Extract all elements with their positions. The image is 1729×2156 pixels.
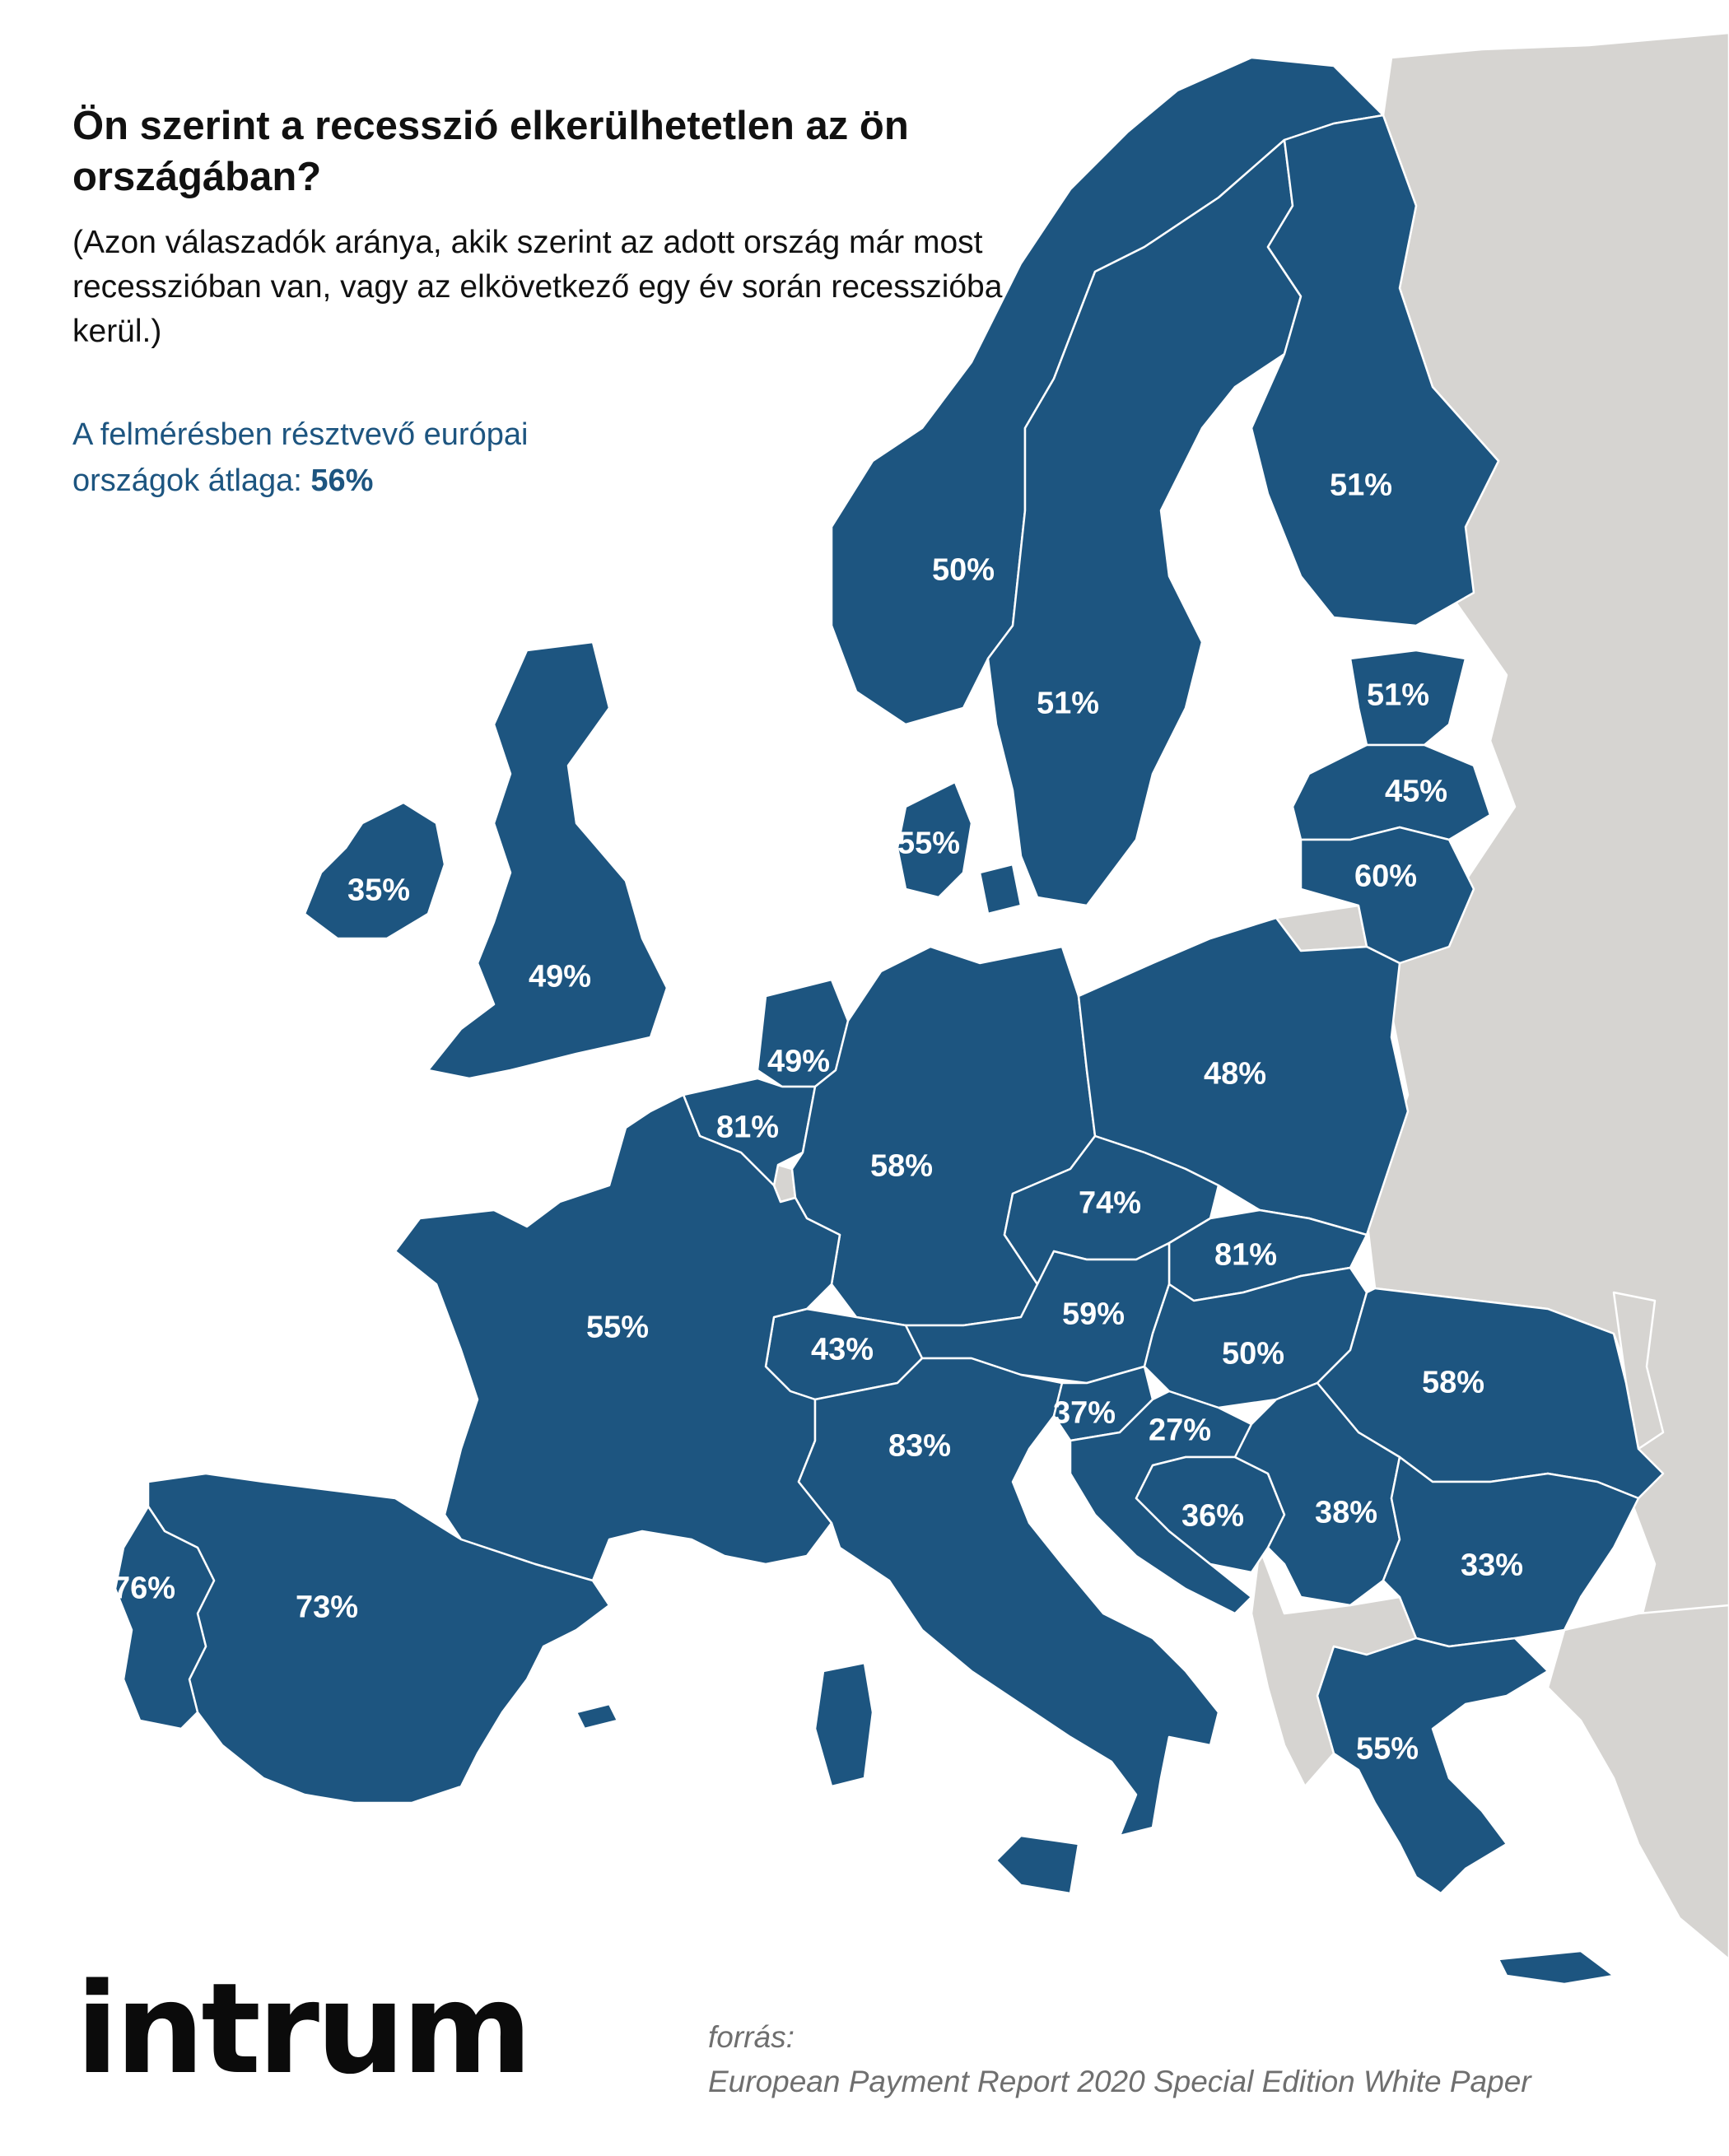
country-serbia: [1233, 1381, 1401, 1607]
country-ireland: [303, 801, 446, 940]
country-portugal: [114, 1505, 216, 1730]
country-uk: [426, 640, 669, 1080]
chart-title: Ön szerint a recesszió elkerülhetetlen a…: [72, 104, 909, 199]
country-bulgaria: [1382, 1455, 1640, 1648]
value-hungary: 50%: [1221, 1336, 1285, 1371]
country-greece: [1316, 1637, 1615, 1986]
source-note: forrás: European Payment Report 2020 Spe…: [708, 2015, 1696, 2104]
value-slovenia: 37%: [1052, 1395, 1116, 1431]
value-estonia: 51%: [1366, 678, 1430, 713]
value-spain: 73%: [295, 1590, 359, 1625]
value-norway: 50%: [931, 552, 995, 588]
value-romania: 58%: [1421, 1365, 1485, 1400]
value-austria: 59%: [1061, 1297, 1125, 1332]
country-sweden: [986, 138, 1303, 907]
value-portugal: 76%: [112, 1571, 176, 1606]
average-note: A felmérésben résztvevő európai országok…: [72, 412, 649, 504]
value-france: 55%: [585, 1310, 650, 1345]
source-text: European Payment Report 2020 Special Edi…: [708, 2065, 1531, 2098]
value-finland: 51%: [1329, 468, 1393, 503]
value-sweden: 51%: [1036, 686, 1100, 721]
value-croatia: 27%: [1148, 1413, 1212, 1448]
value-czech: 74%: [1078, 1185, 1142, 1221]
value-belgium: 81%: [715, 1110, 780, 1145]
value-netherlands: 49%: [767, 1044, 831, 1079]
source-label: forrás:: [708, 2020, 795, 2054]
intrum-logo: intrum: [76, 1956, 533, 2102]
value-italy: 83%: [888, 1428, 952, 1464]
value-serbia: 38%: [1314, 1495, 1378, 1530]
value-uk: 49%: [528, 959, 592, 994]
average-label: A felmérésben résztvevő európai országok…: [72, 417, 529, 498]
country-estonia: [1349, 649, 1467, 747]
value-denmark: 55%: [897, 826, 961, 861]
value-poland: 48%: [1203, 1056, 1267, 1092]
value-greece: 55%: [1355, 1731, 1419, 1767]
value-bulgaria: 33%: [1460, 1548, 1524, 1583]
value-ireland: 35%: [347, 873, 411, 908]
country-france: [394, 1093, 841, 1582]
value-latvia: 45%: [1384, 774, 1448, 809]
land-turkey: [1546, 1604, 1729, 1961]
country-italy: [797, 1357, 1220, 1895]
value-slovakia: 81%: [1214, 1237, 1278, 1273]
country-finland: [1250, 114, 1500, 627]
chart-subtitle: (Azon válaszadók aránya, akik szerint az…: [72, 225, 1003, 349]
value-switzerland: 43%: [810, 1332, 874, 1367]
value-bosnia: 36%: [1181, 1498, 1245, 1534]
value-lithuania: 60%: [1354, 859, 1418, 894]
country-lithuania: [1299, 826, 1475, 965]
value-germany: 58%: [869, 1148, 934, 1184]
country-denmark: [896, 780, 1023, 915]
average-value: 56%: [310, 463, 374, 498]
